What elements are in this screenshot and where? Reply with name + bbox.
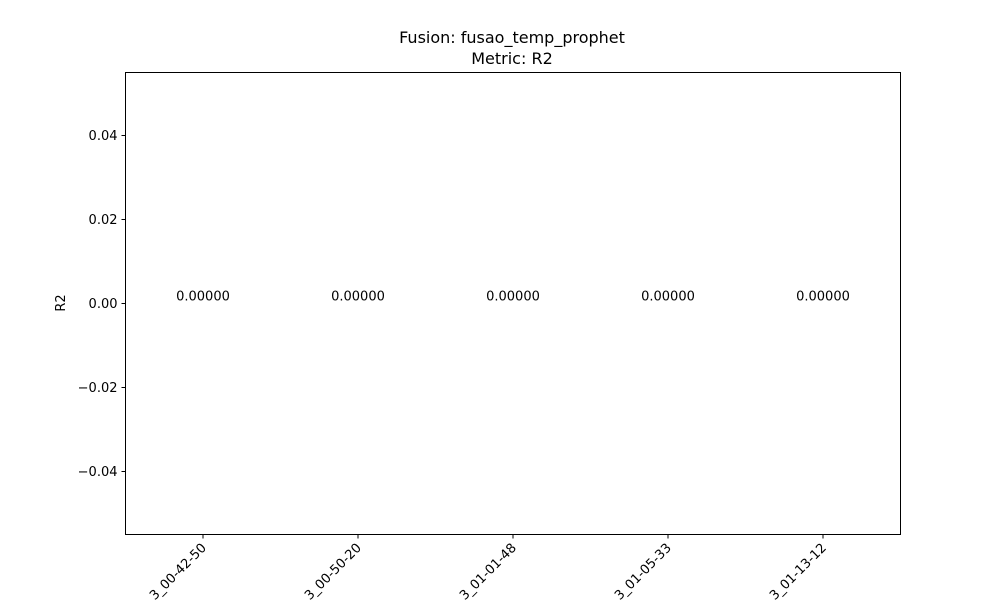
y-tick-label: −0.04 [78,465,118,480]
y-axis-label: R2 [54,294,69,311]
y-tick-label: −0.02 [78,381,118,396]
plot-frame [125,72,901,535]
bar-value-label: 0.00000 [486,290,540,305]
chart-subtitle: Metric: R2 [471,49,553,68]
y-tick-label: 0.02 [89,213,118,228]
y-tick-label: 0.04 [89,129,118,144]
bar-value-label: 0.00000 [641,290,695,305]
y-tick-label: 0.00 [89,297,118,312]
chart-title: Fusion: fusao_temp_prophet [399,28,625,48]
bar-value-label: 0.00000 [176,290,230,305]
bar-value-label: 0.00000 [796,290,850,305]
bar-value-label: 0.00000 [331,290,385,305]
